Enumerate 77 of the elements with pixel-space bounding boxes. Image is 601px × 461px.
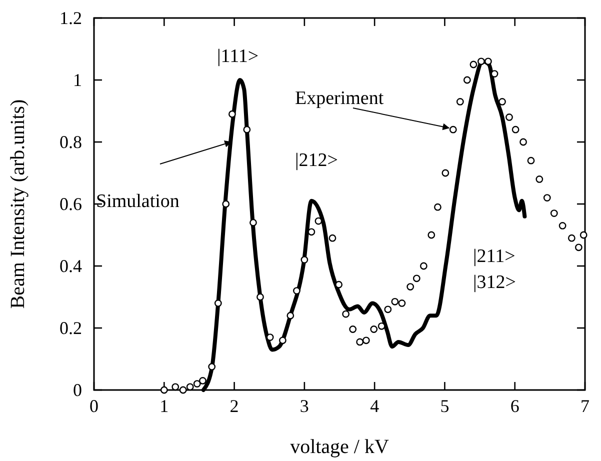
point xyxy=(328,234,336,242)
point xyxy=(580,231,588,239)
point xyxy=(308,228,316,236)
y-tick-label: 0.2 xyxy=(60,318,82,338)
point xyxy=(243,126,251,134)
y-tick-label: 0.4 xyxy=(60,256,82,276)
point xyxy=(356,338,364,346)
point xyxy=(214,300,222,307)
point xyxy=(278,336,286,344)
y-tick-label: 0.6 xyxy=(60,194,82,214)
point xyxy=(250,218,257,226)
point xyxy=(228,110,236,118)
point xyxy=(342,310,350,318)
x-tick-label: 3 xyxy=(300,396,309,416)
x-tick-label: 7 xyxy=(580,396,590,416)
point xyxy=(574,244,582,252)
text: Simulation xyxy=(96,191,180,212)
point xyxy=(256,293,264,301)
y-tick-label: 0 xyxy=(73,380,82,400)
y-tick-label: 1 xyxy=(73,70,82,90)
point xyxy=(186,383,194,391)
point xyxy=(463,76,471,84)
annotation: |211> xyxy=(473,246,516,267)
point xyxy=(543,194,551,202)
point xyxy=(160,386,168,394)
point xyxy=(420,262,428,270)
point xyxy=(300,256,308,264)
point xyxy=(293,287,300,294)
point xyxy=(442,169,450,177)
x-axis-title: voltage / kV xyxy=(290,436,390,458)
point xyxy=(512,126,520,134)
point xyxy=(222,200,230,208)
point xyxy=(498,98,506,106)
x-tick-label: 4 xyxy=(370,396,380,416)
point xyxy=(550,210,558,217)
point xyxy=(412,274,420,282)
x-tick-label: 2 xyxy=(230,396,239,416)
point xyxy=(335,280,342,288)
annotation: |111> xyxy=(217,46,259,67)
y-tick-label: 1.2 xyxy=(60,8,82,28)
point xyxy=(568,234,576,242)
point xyxy=(470,60,478,68)
point xyxy=(449,126,457,134)
y-axis-title: Beam Intensity (arb.units) xyxy=(7,99,29,309)
point xyxy=(536,176,544,183)
point xyxy=(384,306,392,314)
point xyxy=(193,380,201,388)
point xyxy=(406,283,414,290)
point xyxy=(208,363,216,370)
point xyxy=(349,326,357,333)
point xyxy=(286,312,294,320)
point xyxy=(370,326,378,333)
point xyxy=(179,386,187,394)
x-tick-label: 5 xyxy=(440,396,450,416)
point xyxy=(456,98,464,106)
x-tick-label: 1 xyxy=(160,396,169,416)
point xyxy=(378,322,386,330)
point xyxy=(428,231,436,239)
y-tick-label: 0.8 xyxy=(60,132,82,152)
x-tick-label: 0 xyxy=(90,396,98,416)
point xyxy=(314,217,322,225)
point xyxy=(484,58,492,66)
point xyxy=(199,377,206,384)
annotation: |312> xyxy=(473,272,516,293)
point xyxy=(434,203,442,211)
point xyxy=(520,138,527,146)
x-tick-label: 6 xyxy=(510,396,520,416)
point xyxy=(391,298,399,306)
annotation: |212> xyxy=(295,150,338,171)
text: Experiment xyxy=(295,88,384,109)
point xyxy=(527,156,535,164)
point xyxy=(558,222,566,230)
point xyxy=(398,300,406,307)
point xyxy=(506,114,513,121)
point xyxy=(477,58,485,66)
point xyxy=(172,383,180,391)
point xyxy=(362,336,370,344)
